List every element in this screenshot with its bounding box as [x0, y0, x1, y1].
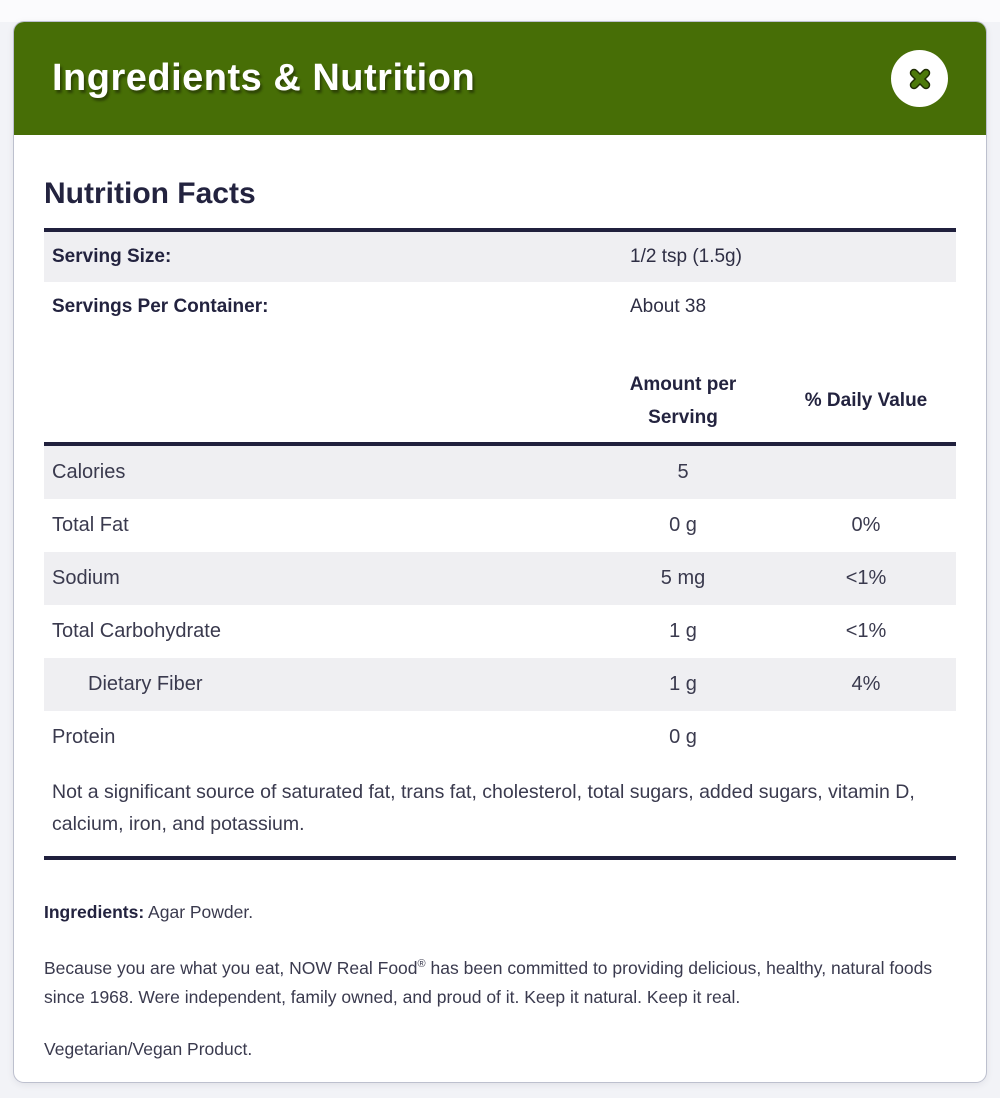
brand-description-text: Because you are what you eat, NOW Real F… — [44, 957, 418, 978]
divider-header — [44, 442, 956, 446]
ingredients-label: Ingredients: — [44, 902, 145, 922]
nutrient-amount: 5 — [677, 461, 689, 483]
nutrient-label: Sodium — [52, 567, 120, 589]
ingredients-value: Agar Powder. — [144, 902, 254, 922]
serving-size-value: 1/2 tsp (1.5g) — [630, 246, 742, 267]
serving-size-row: Serving Size: 1/2 tsp (1.5g) — [44, 232, 956, 282]
modal-title: Ingredients & Nutrition — [52, 57, 476, 99]
servings-per-container-label: Servings Per Container: — [52, 296, 269, 317]
nutrient-row-total-fat: Total Fat 0 g 0% — [44, 499, 956, 552]
close-button[interactable] — [891, 50, 948, 107]
nutrient-label: Dietary Fiber — [88, 673, 203, 695]
nutrient-row-calories: Calories 5 — [44, 446, 956, 499]
nutrition-facts-title: Nutrition Facts — [44, 177, 256, 210]
nutrient-amount: 5 mg — [660, 567, 706, 589]
nutrient-row-dietary-fiber: Dietary Fiber 1 g 4% — [44, 658, 956, 711]
close-icon — [904, 63, 936, 95]
nutrition-footnote: Not a significant source of saturated fa… — [52, 781, 915, 835]
column-header-amount-per-serving: Amount per Serving — [629, 374, 737, 428]
nutrient-daily-value: <1% — [845, 620, 887, 642]
nutrient-daily-value: <1% — [845, 567, 887, 589]
diet-note: Vegetarian/Vegan Product. — [44, 1038, 253, 1059]
nutrient-row-total-carbohydrate: Total Carbohydrate 1 g <1% — [44, 605, 956, 658]
registered-trademark: ® — [417, 958, 426, 970]
modal-body: Nutrition Facts Serving Size: 1/2 tsp (1… — [14, 177, 986, 1060]
ingredients-line: Ingredients: Agar Powder. — [44, 902, 956, 923]
divider-top — [44, 228, 956, 232]
brand-description: Because you are what you eat, NOW Real F… — [44, 950, 956, 1012]
nutrient-amount: 0 g — [669, 726, 697, 748]
column-header-daily-value: % Daily Value — [804, 390, 928, 411]
nutrient-label: Calories — [52, 461, 126, 483]
nutrient-label: Protein — [52, 726, 116, 748]
nutrient-daily-value: 4% — [851, 673, 881, 695]
servings-per-container-value: About 38 — [630, 296, 707, 317]
nutrient-daily-value: 0% — [851, 514, 881, 536]
servings-per-container-row: Servings Per Container: About 38 — [44, 282, 956, 332]
brand-description-text-continued: has been committed to providing deliciou… — [44, 957, 933, 1007]
nutrient-row-protein: Protein 0 g — [44, 711, 956, 764]
modal-header: Ingredients & Nutrition — [14, 22, 986, 135]
table-column-headers: Amount per Serving % Daily Value — [44, 368, 956, 434]
nutrient-label: Total Carbohydrate — [52, 620, 221, 642]
serving-size-label: Serving Size: — [52, 246, 172, 267]
page-background-top — [0, 0, 1000, 22]
nutrient-amount: 1 g — [669, 673, 697, 695]
ingredients-nutrition-modal: Ingredients & Nutrition Nutrition Facts … — [14, 22, 986, 1082]
nutrient-label: Total Fat — [52, 514, 129, 536]
divider-bottom — [44, 856, 956, 860]
nutrient-amount: 0 g — [669, 514, 697, 536]
nutrient-amount: 1 g — [669, 620, 697, 642]
nutrient-row-sodium: Sodium 5 mg <1% — [44, 552, 956, 605]
